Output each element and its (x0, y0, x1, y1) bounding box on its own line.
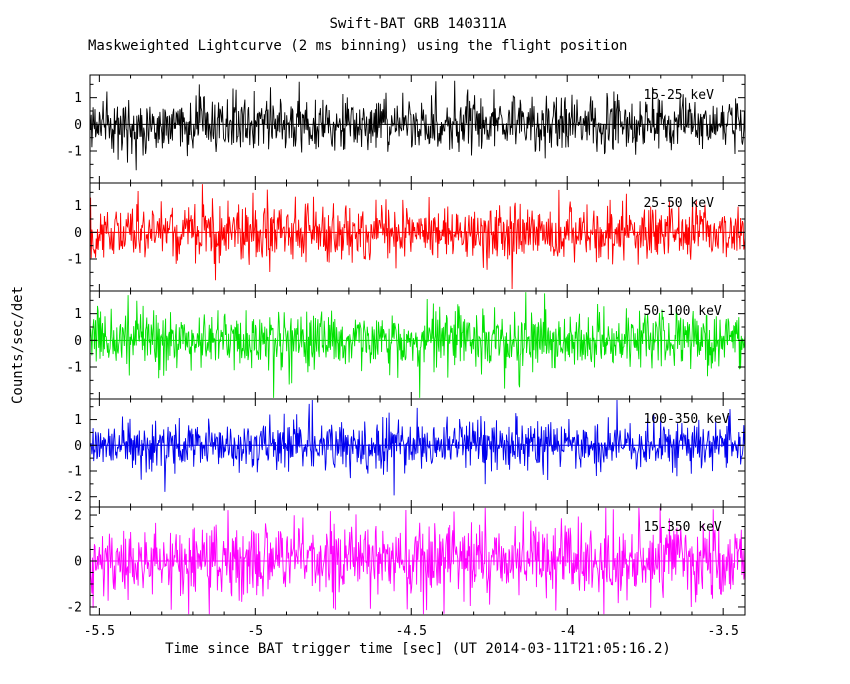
x-tick-label: -4.5 (396, 624, 427, 639)
band-label-25-50-kev: 25-50 keV (643, 196, 714, 211)
y-tick-label: 2 (74, 509, 82, 524)
series-trace-15-25-kev (89, 80, 746, 171)
y-tick-label: 1 (74, 307, 82, 322)
x-tick-label: -4 (559, 624, 575, 639)
series-trace-25-50-kev (89, 184, 746, 290)
y-tick-label: -1 (66, 145, 82, 160)
x-tick-label: -5.5 (84, 624, 115, 639)
y-tick-label: 0 (74, 439, 82, 454)
y-tick-label: -2 (66, 600, 82, 615)
band-label-50-100-kev: 50-100 keV (643, 304, 721, 319)
y-tick-label: -1 (66, 253, 82, 268)
y-tick-label: 0 (74, 555, 82, 570)
series-trace-50-100-kev (89, 292, 746, 398)
series-trace-15-350-kev (89, 507, 746, 615)
chart-subtitle: Maskweighted Lightcurve (2 ms binning) u… (88, 38, 627, 54)
band-label-15-350-kev: 15-350 keV (643, 520, 721, 535)
y-tick-label: -2 (66, 490, 82, 505)
y-tick-label: 0 (74, 118, 82, 133)
band-label-15-25-kev: 15-25 keV (643, 88, 714, 103)
y-tick-label: -1 (66, 465, 82, 480)
x-tick-label: -5 (247, 624, 263, 639)
y-axis-label: Counts/sec/det (10, 286, 26, 404)
y-tick-label: 1 (74, 413, 82, 428)
y-tick-label: -1 (66, 361, 82, 376)
y-tick-label: 1 (74, 199, 82, 214)
chart-title: Swift-BAT GRB 140311A (329, 16, 507, 32)
band-label-100-350-kev: 100-350 keV (643, 412, 729, 427)
series-trace-100-350-kev (89, 399, 746, 496)
y-tick-label: 0 (74, 334, 82, 349)
x-axis-label: Time since BAT trigger time [sec] (UT 20… (165, 641, 671, 657)
x-tick-label: -3.5 (708, 624, 739, 639)
y-tick-label: 1 (74, 91, 82, 106)
panels-group: -1 0 1 15-25 keV -1 0 1 25-50 keV -1 0 1 50-100 keV… (66, 74, 746, 639)
y-tick-label: 0 (74, 226, 82, 241)
